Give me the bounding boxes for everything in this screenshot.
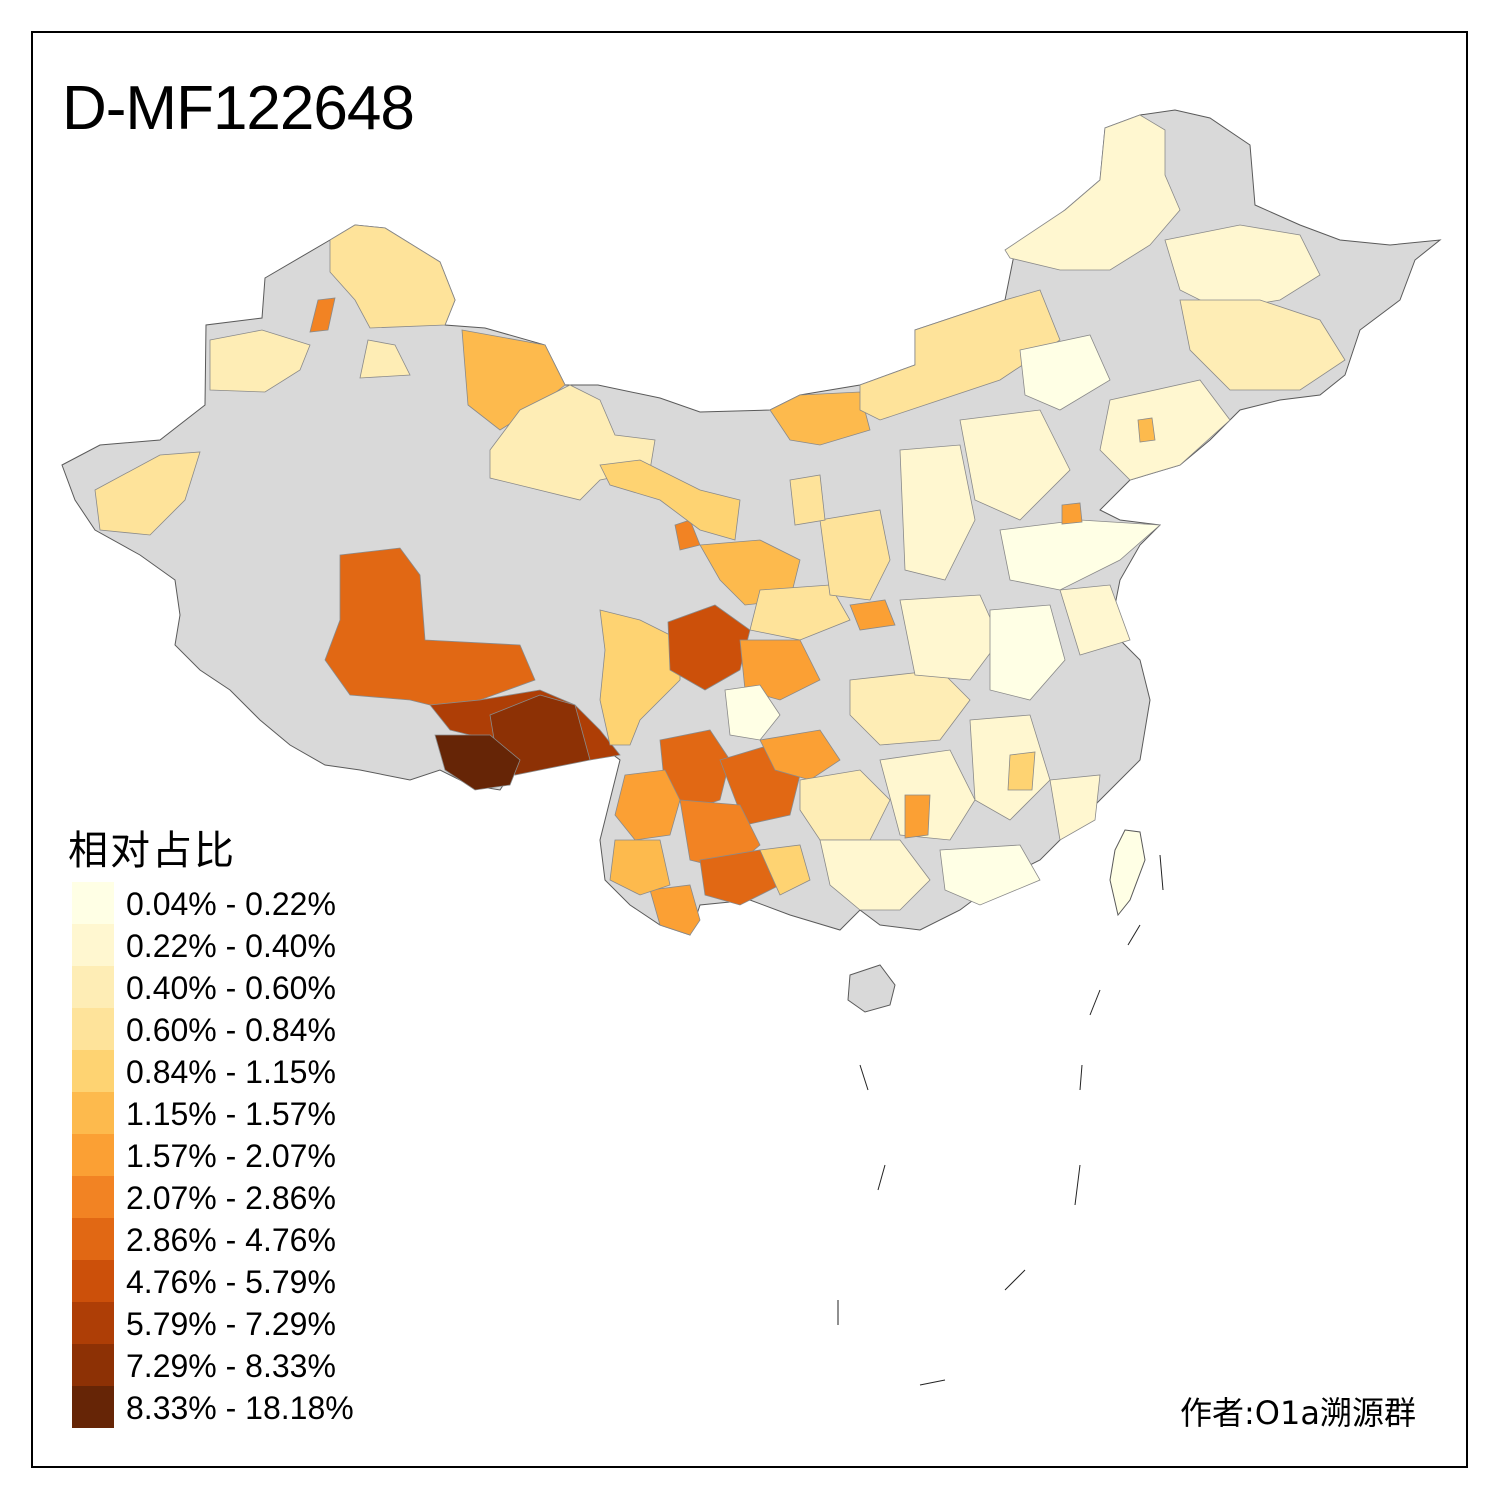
legend-swatch [72, 924, 114, 966]
taiwan-island [1109, 829, 1146, 917]
legend-label: 0.40% - 0.60% [126, 970, 336, 1006]
region-fujian [1049, 774, 1101, 841]
region-ningxia [789, 474, 826, 526]
legend-swatch [72, 1134, 114, 1176]
region-henan [899, 594, 1001, 681]
region-anhui [989, 604, 1066, 701]
legend-label: 4.76% - 5.79% [126, 1264, 336, 1300]
legend-label: 0.04% - 0.22% [126, 886, 336, 922]
region-chengdu [724, 684, 781, 741]
region-hohhot [1019, 334, 1111, 411]
legend-label: 0.84% - 1.15% [126, 1054, 336, 1090]
legend-label: 8.33% - 18.18% [126, 1390, 354, 1426]
region-jilin [1179, 299, 1346, 391]
legend-label: 0.60% - 0.84% [126, 1012, 336, 1048]
legend-swatch [72, 1218, 114, 1260]
region-gansu-east [749, 584, 851, 641]
region-yushu [599, 609, 681, 746]
region-fills [94, 114, 1346, 936]
legend-label: 1.15% - 1.57% [126, 1096, 336, 1132]
legend-label: 2.07% - 2.86% [126, 1180, 336, 1216]
region-shanxi [899, 444, 976, 581]
legend-swatch [72, 966, 114, 1008]
region-hulunbuir [1004, 114, 1181, 271]
region-golog [667, 604, 751, 691]
region-alxa [769, 391, 871, 446]
legend-swatch [72, 1260, 114, 1302]
legend-label: 7.29% - 8.33% [126, 1348, 336, 1384]
region-shandong-spot [1061, 502, 1083, 525]
region-guangxi [819, 839, 931, 911]
legend-swatch [72, 1302, 114, 1344]
region-shannan [434, 734, 521, 791]
legend-swatch [72, 1050, 114, 1092]
region-dali [614, 769, 681, 841]
region-inner-mongolia-mid [859, 289, 1061, 421]
region-guangdong [939, 844, 1041, 906]
legend-label: 0.22% - 0.40% [126, 928, 336, 964]
south-china-sea-inset [837, 854, 1164, 1386]
region-shaanxi [819, 509, 891, 601]
hainan-island [847, 964, 896, 1013]
legend-swatch [72, 1386, 114, 1428]
region-dalian-spot [1137, 417, 1156, 443]
legend-swatch [72, 1176, 114, 1218]
legend-label: 2.86% - 4.76% [126, 1222, 336, 1258]
region-xinjiang-mid2 [359, 339, 411, 379]
legend-swatch [72, 1008, 114, 1050]
region-xinjiang-sw [94, 451, 201, 536]
region-xinjiang-mid [209, 329, 311, 393]
legend-swatch [72, 1344, 114, 1386]
region-jiangsu [1059, 584, 1131, 656]
legend-swatch [72, 882, 114, 924]
legend-title: 相对占比 [68, 828, 236, 874]
legend-label: 5.79% - 7.29% [126, 1306, 336, 1342]
region-yibin [759, 729, 841, 781]
legend-swatch [72, 1092, 114, 1134]
region-liaoning [1099, 379, 1231, 481]
region-hunan-spot [904, 794, 931, 839]
region-heilongjiang [1164, 224, 1321, 311]
map-title: D-MF122648 [62, 74, 415, 143]
region-hebei [959, 409, 1071, 521]
region-honghe [699, 849, 781, 906]
region-pu-er [609, 839, 671, 896]
author-credit: 作者:O1a溯源群 [1180, 1394, 1416, 1432]
region-xishuangbanna [649, 884, 701, 936]
region-gansu-west [599, 459, 741, 541]
legend-label: 1.57% - 2.07% [126, 1138, 336, 1174]
region-xinjiang-north [329, 224, 456, 329]
region-shaanxi-spot [849, 599, 896, 631]
region-xinjiang-patch [309, 297, 336, 333]
region-jiangxi-spot [1007, 751, 1036, 791]
map-frame [31, 31, 1468, 1468]
region-wenshan [759, 844, 811, 896]
region-shandong [999, 519, 1161, 591]
